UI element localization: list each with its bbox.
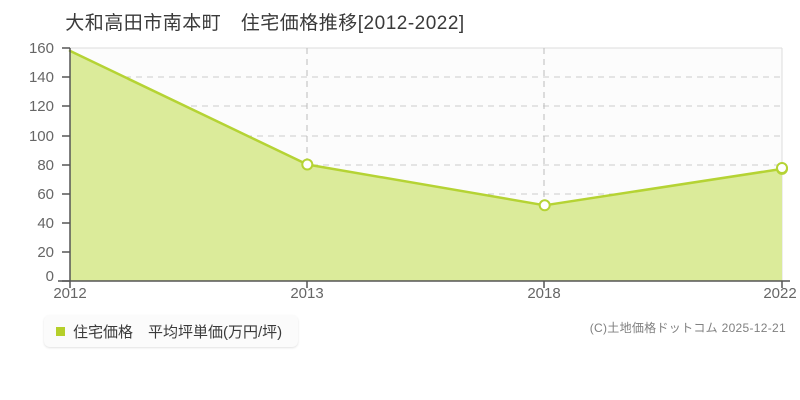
x-tick-label-2012: 2012 xyxy=(53,285,87,302)
x-tick-label-2018: 2018 xyxy=(527,285,561,302)
y-tick-label-100: 100 xyxy=(28,128,54,145)
chart-title: 大和高田市南本町 住宅価格推移[2012-2022] xyxy=(0,8,800,35)
y-tick-label-160: 160 xyxy=(28,40,54,57)
y-tick-label-20: 20 xyxy=(37,244,54,261)
data-point-2013 xyxy=(538,199,551,212)
legend-series-label: 住宅価格 平均坪単価(万円/坪) xyxy=(73,323,283,341)
x-tick-label-2013: 2013 xyxy=(290,285,324,302)
y-tick-label-140: 140 xyxy=(28,69,54,86)
y-tick-label-80: 80 xyxy=(37,157,54,174)
y-axis-ticks xyxy=(62,47,70,282)
x-axis-ticks xyxy=(69,281,783,288)
area-fill xyxy=(70,50,782,282)
data-point-2012 xyxy=(301,158,314,171)
data-point-markers xyxy=(301,158,788,212)
y-tick-label-120: 120 xyxy=(28,98,54,115)
y-tick-label-0: 0 xyxy=(45,268,54,285)
y-tick-label-40: 40 xyxy=(37,215,54,232)
x-tick-label-2022: 2022 xyxy=(763,285,797,302)
chart-title-text: 大和高田市南本町 住宅価格推移[2012-2022] xyxy=(65,13,465,34)
y-tick-label-60: 60 xyxy=(37,186,54,203)
legend-color-swatch-icon xyxy=(56,326,65,336)
data-point-2022 xyxy=(776,162,788,174)
chart-legend[interactable]: 住宅価格 平均坪単価(万円/坪) xyxy=(44,315,299,347)
vertical-gridlines xyxy=(306,48,545,281)
series-line xyxy=(68,49,784,207)
copyright-notice: (C)土地価格ドットコム 2025-12-21 xyxy=(589,321,786,335)
